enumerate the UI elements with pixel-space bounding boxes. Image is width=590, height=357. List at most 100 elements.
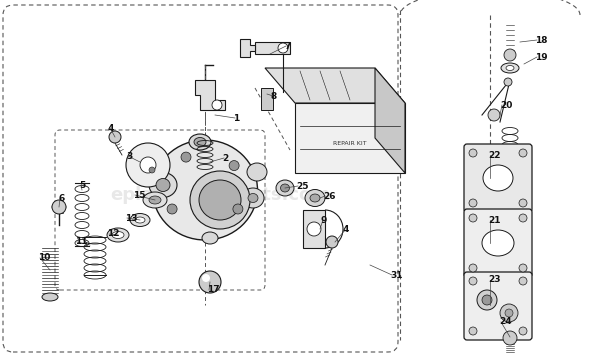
- Bar: [261, 88, 273, 110]
- Circle shape: [212, 100, 222, 110]
- Circle shape: [109, 131, 121, 143]
- Text: 15: 15: [133, 191, 146, 200]
- Text: 19: 19: [535, 52, 548, 61]
- Text: 21: 21: [488, 216, 500, 225]
- Circle shape: [140, 157, 156, 173]
- Text: 6: 6: [58, 193, 64, 202]
- Ellipse shape: [248, 193, 258, 202]
- Text: 18: 18: [535, 35, 548, 45]
- Circle shape: [469, 199, 477, 207]
- Ellipse shape: [152, 140, 257, 240]
- Circle shape: [126, 143, 170, 187]
- Circle shape: [504, 78, 512, 86]
- Circle shape: [326, 236, 338, 248]
- Polygon shape: [195, 80, 225, 110]
- Circle shape: [482, 295, 492, 305]
- Circle shape: [488, 109, 500, 121]
- Ellipse shape: [491, 278, 505, 286]
- Text: 26: 26: [323, 191, 336, 201]
- Ellipse shape: [276, 180, 294, 196]
- Ellipse shape: [143, 192, 167, 208]
- Text: 2: 2: [222, 154, 228, 162]
- Ellipse shape: [199, 180, 241, 220]
- Text: REPAIR KIT: REPAIR KIT: [333, 141, 367, 146]
- Circle shape: [519, 214, 527, 222]
- Ellipse shape: [149, 196, 161, 204]
- Circle shape: [519, 277, 527, 285]
- Text: 13: 13: [125, 213, 137, 222]
- Ellipse shape: [483, 165, 513, 191]
- Text: 22: 22: [488, 151, 500, 160]
- Circle shape: [202, 274, 210, 282]
- Ellipse shape: [194, 137, 206, 146]
- Ellipse shape: [202, 232, 218, 244]
- Text: 25: 25: [296, 181, 309, 191]
- Text: 23: 23: [488, 276, 500, 285]
- Ellipse shape: [190, 171, 250, 229]
- Ellipse shape: [501, 63, 519, 73]
- Text: 4: 4: [343, 226, 349, 235]
- Circle shape: [500, 304, 518, 322]
- Circle shape: [469, 277, 477, 285]
- Polygon shape: [303, 210, 325, 248]
- Polygon shape: [295, 103, 405, 173]
- Text: 10: 10: [38, 253, 50, 262]
- Polygon shape: [255, 42, 290, 54]
- Circle shape: [519, 199, 527, 207]
- Text: 12: 12: [107, 230, 120, 238]
- Text: 31: 31: [390, 271, 402, 280]
- Text: 1: 1: [233, 114, 240, 122]
- Text: 3: 3: [126, 151, 132, 161]
- Circle shape: [229, 161, 239, 171]
- Ellipse shape: [42, 293, 58, 301]
- Circle shape: [199, 271, 221, 293]
- Text: 4: 4: [108, 124, 114, 132]
- FancyBboxPatch shape: [464, 209, 532, 277]
- Ellipse shape: [242, 188, 264, 208]
- Circle shape: [149, 167, 155, 173]
- Ellipse shape: [135, 217, 145, 223]
- Circle shape: [469, 214, 477, 222]
- Ellipse shape: [305, 190, 325, 206]
- Circle shape: [519, 149, 527, 157]
- Circle shape: [469, 149, 477, 157]
- Circle shape: [519, 327, 527, 335]
- Polygon shape: [375, 68, 405, 173]
- Circle shape: [307, 222, 321, 236]
- Text: 9: 9: [321, 216, 327, 225]
- Ellipse shape: [310, 194, 320, 202]
- Text: 8: 8: [271, 91, 277, 101]
- Text: eplacementparts.com: eplacementparts.com: [110, 186, 330, 204]
- Circle shape: [233, 204, 243, 214]
- Text: 20: 20: [500, 101, 512, 110]
- Circle shape: [181, 152, 191, 162]
- Polygon shape: [240, 39, 255, 57]
- Ellipse shape: [149, 172, 177, 197]
- Ellipse shape: [112, 231, 124, 238]
- Circle shape: [505, 309, 513, 317]
- Text: 17: 17: [207, 286, 219, 295]
- Ellipse shape: [156, 178, 170, 191]
- Text: 5: 5: [79, 181, 85, 190]
- Circle shape: [519, 264, 527, 272]
- Circle shape: [477, 290, 497, 310]
- Circle shape: [469, 264, 477, 272]
- Circle shape: [504, 49, 516, 61]
- Ellipse shape: [107, 228, 129, 242]
- Ellipse shape: [482, 230, 514, 256]
- Ellipse shape: [280, 184, 290, 192]
- Ellipse shape: [130, 213, 150, 226]
- Circle shape: [278, 43, 288, 53]
- Text: 7: 7: [284, 41, 290, 50]
- Circle shape: [469, 327, 477, 335]
- Text: 24: 24: [499, 317, 512, 327]
- FancyBboxPatch shape: [464, 144, 532, 212]
- Polygon shape: [265, 68, 405, 103]
- Text: 11: 11: [75, 237, 87, 246]
- Circle shape: [503, 331, 517, 345]
- Ellipse shape: [506, 65, 514, 70]
- Ellipse shape: [247, 163, 267, 181]
- Circle shape: [52, 200, 66, 214]
- Circle shape: [167, 204, 177, 214]
- Ellipse shape: [189, 134, 211, 150]
